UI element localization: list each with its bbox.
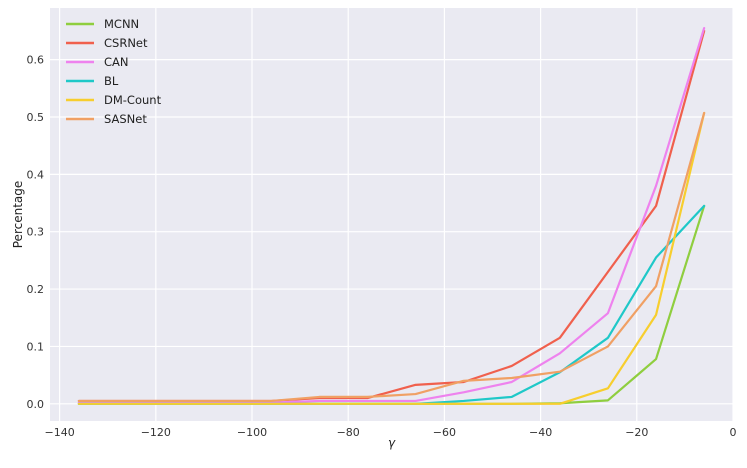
x-tick-label: 0: [730, 426, 737, 439]
x-tick-label: −140: [45, 426, 75, 439]
y-tick-label: 0.1: [27, 340, 45, 353]
y-tick-label: 0.4: [27, 168, 45, 181]
legend-label-bl: BL: [104, 74, 119, 88]
y-axis-label: Percentage: [11, 181, 25, 249]
x-tick-label: −120: [141, 426, 171, 439]
legend-label-sasnet: SASNet: [104, 112, 147, 126]
legend-label-can: CAN: [104, 55, 129, 69]
x-tick-label: −80: [337, 426, 360, 439]
x-tick-label: −100: [237, 426, 267, 439]
y-tick-label: 0.0: [27, 398, 45, 411]
y-tick-labels: 0.0 0.1 0.2 0.3 0.4 0.5 0.6: [27, 54, 45, 411]
y-tick-label: 0.2: [27, 283, 45, 296]
y-tick-label: 0.5: [27, 111, 45, 124]
legend: MCNN CSRNet CAN BL DM-Count SASNet: [66, 17, 162, 126]
x-axis-label: γ: [388, 436, 396, 450]
x-tick-labels: −140 −120 −100 −80 −60 −40 −20 0: [45, 426, 737, 439]
series-line-sasnet: [77, 111, 706, 403]
grid-lines: [50, 8, 734, 421]
x-tick-label: −40: [529, 426, 552, 439]
series-lines: [77, 26, 706, 405]
legend-label-mcnn: MCNN: [104, 17, 139, 31]
series-line-can: [77, 26, 706, 404]
x-tick-label: −60: [433, 426, 456, 439]
series-line-dm-count: [77, 111, 706, 405]
y-tick-label: 0.3: [27, 226, 45, 239]
legend-label-csrnet: CSRNet: [104, 36, 148, 50]
plot-background: [50, 8, 733, 421]
legend-label-dm-count: DM-Count: [104, 93, 162, 107]
y-tick-label: 0.6: [27, 54, 45, 67]
x-tick-label: −20: [625, 426, 648, 439]
